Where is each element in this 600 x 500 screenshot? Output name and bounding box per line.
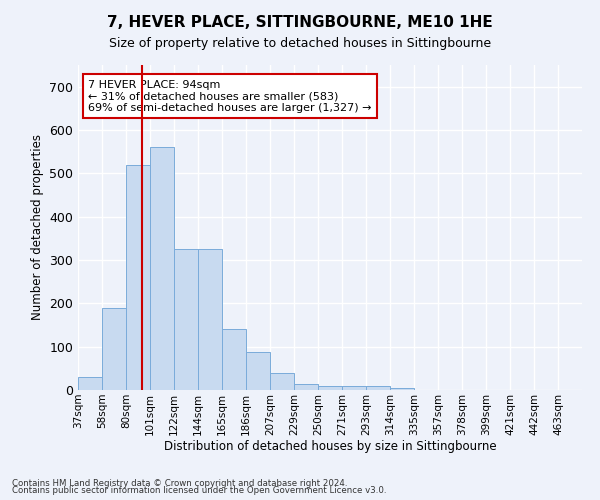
Bar [102, 308, 126, 390]
Y-axis label: Number of detached properties: Number of detached properties [31, 134, 44, 320]
Bar [198, 249, 222, 390]
Bar [222, 330, 246, 390]
Text: 7 HEVER PLACE: 94sqm
← 31% of detached houses are smaller (583)
69% of semi-deta: 7 HEVER PLACE: 94sqm ← 31% of detached h… [88, 80, 371, 113]
Bar [318, 386, 342, 390]
Text: Size of property relative to detached houses in Sittingbourne: Size of property relative to detached ho… [109, 38, 491, 51]
Bar [342, 386, 366, 390]
Bar [126, 164, 150, 390]
X-axis label: Distribution of detached houses by size in Sittingbourne: Distribution of detached houses by size … [164, 440, 496, 454]
Bar [150, 148, 174, 390]
Bar [294, 384, 318, 390]
Text: Contains public sector information licensed under the Open Government Licence v3: Contains public sector information licen… [12, 486, 386, 495]
Bar [246, 352, 270, 390]
Bar [366, 386, 390, 390]
Text: Contains HM Land Registry data © Crown copyright and database right 2024.: Contains HM Land Registry data © Crown c… [12, 478, 347, 488]
Bar [174, 249, 198, 390]
Text: 7, HEVER PLACE, SITTINGBOURNE, ME10 1HE: 7, HEVER PLACE, SITTINGBOURNE, ME10 1HE [107, 15, 493, 30]
Bar [78, 377, 102, 390]
Bar [390, 388, 414, 390]
Bar [270, 372, 294, 390]
